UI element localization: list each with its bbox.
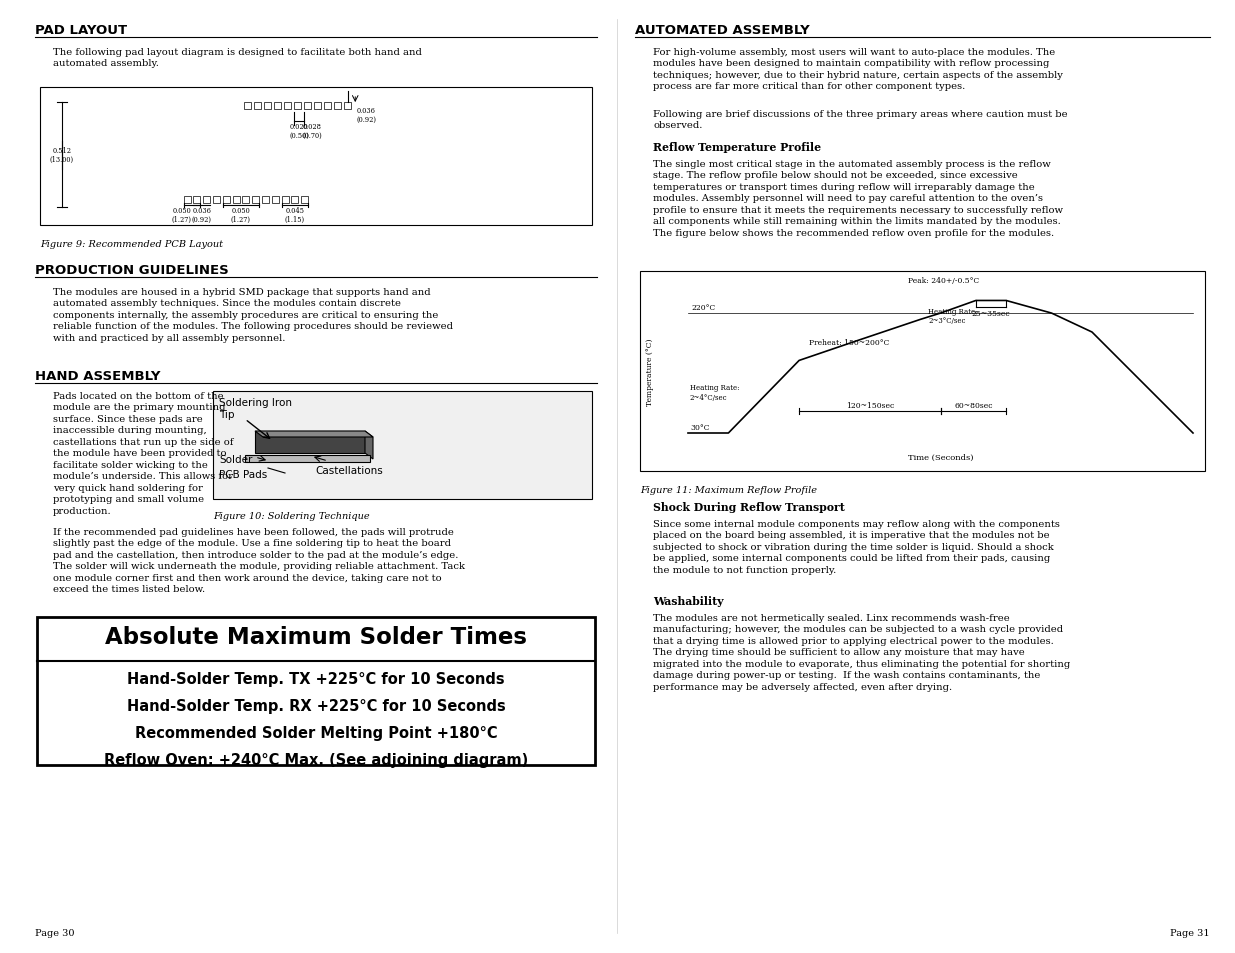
Text: Recommended Solder Melting Point +180°C: Recommended Solder Melting Point +180°C [135,725,498,740]
Text: Soldering Iron: Soldering Iron [219,397,291,408]
Text: Following are brief discussions of the three primary areas where caution must be: Following are brief discussions of the t… [653,110,1067,131]
Bar [301,196,308,204]
Bar [242,196,249,204]
Bar [232,196,240,204]
Bar [314,103,321,110]
Bar [640,272,1205,472]
Text: Shock During Reflow Transport: Shock During Reflow Transport [653,501,845,513]
Text: Page 31: Page 31 [1171,928,1210,937]
Text: Castellations: Castellations [315,465,383,476]
Bar [274,103,282,110]
Bar [291,196,299,204]
Bar [245,456,370,462]
Bar [212,392,592,499]
Text: The following pad layout diagram is designed to facilitate both hand and
automat: The following pad layout diagram is desi… [53,48,422,69]
Text: 25~35sec: 25~35sec [972,310,1010,317]
Bar [282,196,289,204]
Text: Page 30: Page 30 [35,928,74,937]
Text: 0.036
(0.92): 0.036 (0.92) [191,207,211,224]
Text: Since some internal module components may reflow along with the components
place: Since some internal module components ma… [653,519,1060,575]
Text: Figure 10: Soldering Technique: Figure 10: Soldering Technique [212,512,369,520]
Bar [264,103,272,110]
Bar [294,103,301,110]
Text: Preheat: 150~200°C: Preheat: 150~200°C [809,338,889,347]
Text: Temperature (°C): Temperature (°C) [646,338,655,405]
Text: Washability: Washability [653,596,724,606]
Bar [184,196,190,204]
Bar [40,88,592,226]
Text: Hand-Solder Temp. TX +225°C for 10 Seconds: Hand-Solder Temp. TX +225°C for 10 Secon… [127,671,505,686]
Bar [37,618,595,765]
Text: Reflow Oven: +240°C Max. (See adjoining diagram): Reflow Oven: +240°C Max. (See adjoining … [104,752,529,767]
Text: PAD LAYOUT: PAD LAYOUT [35,24,127,37]
Bar [335,103,341,110]
Bar [245,103,251,110]
Bar [254,432,366,454]
Bar [325,103,331,110]
Text: Solder: Solder [219,455,252,464]
Text: Reflow Temperature Profile: Reflow Temperature Profile [653,142,821,152]
Text: Tip: Tip [219,410,235,419]
Bar [194,196,200,204]
Text: 0.050
(1.27): 0.050 (1.27) [231,207,251,224]
Text: If the recommended pad guidelines have been followed, the pads will protrude
sli: If the recommended pad guidelines have b… [53,527,466,594]
Bar [252,196,259,204]
Text: 30°C: 30°C [690,423,709,432]
Bar [222,196,230,204]
Text: The modules are not hermetically sealed. Linx recommends wash-free
manufacturing: The modules are not hermetically sealed.… [653,614,1071,691]
Text: 120~150sec: 120~150sec [846,401,894,410]
Bar [272,196,279,204]
Text: The modules are housed in a hybrid SMD package that supports hand and
automated : The modules are housed in a hybrid SMD p… [53,288,453,342]
Text: 0.050
(1.27): 0.050 (1.27) [172,207,191,224]
Bar [212,196,220,204]
Text: The single most critical stage in the automated assembly process is the reflow
s: The single most critical stage in the au… [653,160,1063,237]
Bar [304,103,311,110]
Bar [254,103,262,110]
Polygon shape [366,432,373,459]
Text: Heating Rate:
2~4°C/sec: Heating Rate: 2~4°C/sec [690,384,740,401]
Text: 0.512
(13.00): 0.512 (13.00) [49,147,74,164]
Bar [284,103,291,110]
Text: 60~80sec: 60~80sec [955,401,993,410]
Text: AUTOMATED ASSEMBLY: AUTOMATED ASSEMBLY [635,24,810,37]
Text: PCB Pads: PCB Pads [219,470,267,479]
Text: 0.020
(0.50): 0.020 (0.50) [289,123,309,140]
Bar [345,103,351,110]
Text: PRODUCTION GUIDELINES: PRODUCTION GUIDELINES [35,264,228,276]
Text: HAND ASSEMBLY: HAND ASSEMBLY [35,370,161,382]
Polygon shape [254,432,373,437]
Text: 0.045
(1.15): 0.045 (1.15) [285,207,305,224]
Bar [262,196,269,204]
Text: Peak: 240+/-0.5°C: Peak: 240+/-0.5°C [908,276,979,285]
Text: 0.028
(0.70): 0.028 (0.70) [303,123,322,140]
Text: Figure 11: Maximum Reflow Profile: Figure 11: Maximum Reflow Profile [640,485,818,495]
Text: For high-volume assembly, most users will want to auto-place the modules. The
mo: For high-volume assembly, most users wil… [653,48,1063,91]
Text: Hand-Solder Temp. RX +225°C for 10 Seconds: Hand-Solder Temp. RX +225°C for 10 Secon… [127,699,505,713]
Text: Figure 9: Recommended PCB Layout: Figure 9: Recommended PCB Layout [40,240,224,249]
Text: 220°C: 220°C [692,304,715,312]
Bar [203,196,210,204]
Text: Pads located on the bottom of the
module are the primary mounting
surface. Since: Pads located on the bottom of the module… [53,392,233,515]
Text: Time (Seconds): Time (Seconds) [908,454,973,461]
Text: Absolute Maximum Solder Times: Absolute Maximum Solder Times [105,625,527,648]
Text: 0.036
(0.92): 0.036 (0.92) [356,107,377,124]
Text: Heating Rate:
2~3°C/sec: Heating Rate: 2~3°C/sec [929,308,978,325]
